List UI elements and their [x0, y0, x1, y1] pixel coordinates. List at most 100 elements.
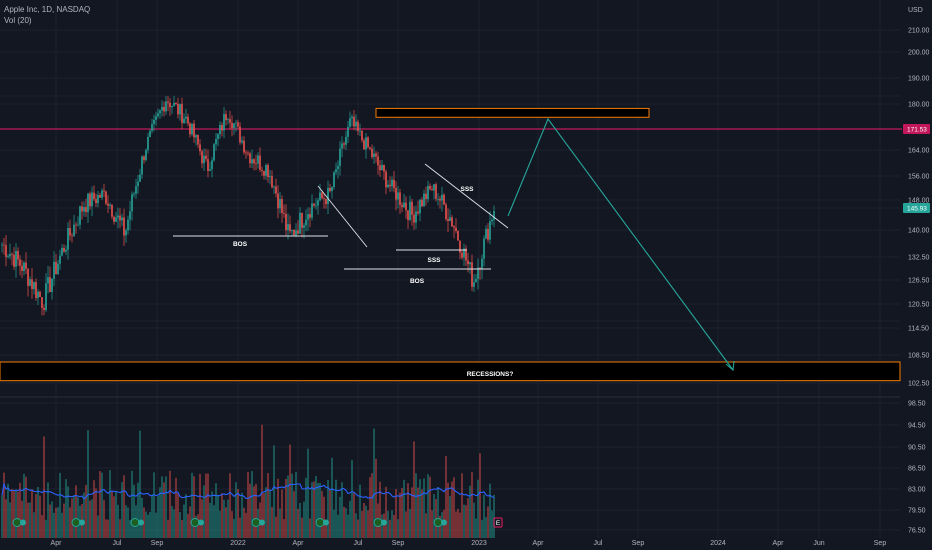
dividend-marker[interactable] [433, 518, 447, 527]
volume-bar [409, 508, 411, 538]
dividend-marker[interactable] [71, 518, 85, 527]
volume-bar [237, 489, 239, 538]
volume-bar [87, 430, 89, 538]
volume-bar [351, 460, 353, 538]
dividend-icon [315, 518, 325, 527]
candle-body [259, 155, 261, 170]
time-axis[interactable]: Apr Jul Sep 2022 Apr Jul Sep 2023 Apr Jul Sep 2024 A… [51, 540, 887, 547]
price-tick-label: 148.00 [908, 198, 930, 205]
candle-body [99, 195, 101, 198]
volume-bar [165, 476, 167, 538]
candle-body [317, 200, 319, 206]
volume-bar [177, 493, 179, 538]
candle-body [451, 217, 453, 227]
supply-zone [375, 107, 650, 118]
volume-bar [437, 486, 439, 538]
candle-body [331, 186, 333, 192]
earnings-marker[interactable]: E [493, 517, 503, 528]
dividend-marker[interactable] [251, 518, 265, 527]
candle-body [27, 268, 29, 286]
candle-body [53, 261, 55, 279]
volume-bar [259, 502, 261, 538]
volume-bar [63, 503, 65, 538]
candle-body [447, 219, 449, 221]
volume-bar [129, 519, 131, 538]
candle-body [361, 130, 363, 141]
price-tick-label: 140.00 [908, 228, 930, 235]
volume-bar [187, 513, 189, 538]
candle-body [193, 123, 195, 138]
price-tick-label: 114.50 [908, 326, 929, 333]
event-markers[interactable]: E [12, 517, 503, 528]
volume-bar [173, 509, 175, 538]
dividend-marker[interactable] [12, 518, 26, 527]
price-axis[interactable]: 210.00 200.00 190.00 180.00 171.53 164.00 156.… [903, 28, 930, 535]
projection-arrowhead [725, 360, 735, 372]
candle-body [173, 103, 175, 107]
volume-bar [317, 483, 319, 538]
volume-bar [197, 514, 199, 538]
candle-body [483, 238, 485, 259]
candle-body [169, 102, 171, 108]
volume-bar [225, 507, 227, 538]
volume-bar [59, 472, 61, 538]
volume-bar [485, 517, 487, 538]
candle-body [289, 224, 291, 232]
volume-bar [469, 485, 471, 538]
price-label-last: 145.93 [907, 206, 927, 213]
volume-bar [395, 489, 397, 538]
candle-body [285, 213, 287, 231]
volume-bar [331, 457, 333, 538]
volume-bar [345, 508, 347, 538]
volume-tick-label: 79.50 [908, 508, 926, 515]
candle-body [179, 104, 181, 115]
symbol-legend[interactable]: Apple Inc, 1D, NASDAQ [4, 5, 91, 14]
volume-bar [175, 477, 177, 538]
volume-bar [315, 475, 317, 538]
dividend-marker[interactable] [373, 518, 387, 527]
volume-bar [447, 482, 449, 538]
volume-bar [41, 515, 43, 538]
candle-body [11, 254, 13, 255]
candle-body [165, 101, 167, 112]
dividend-marker[interactable] [130, 518, 144, 527]
dividend-marker[interactable] [190, 518, 204, 527]
volume-bar [121, 482, 123, 538]
volume-bar [357, 519, 359, 538]
volume-bar [57, 507, 59, 538]
candle-body [43, 308, 45, 311]
candle-body [187, 116, 189, 124]
volume-bar [45, 519, 47, 538]
candle-body [131, 194, 133, 212]
volume-bar [127, 507, 129, 538]
candle-body [215, 138, 217, 145]
volume-bar [233, 518, 235, 538]
candle-body [355, 121, 357, 127]
candle-body [405, 202, 407, 211]
volume-legend[interactable]: Vol (20) [4, 16, 32, 25]
candle-body [367, 137, 369, 148]
candle-body [197, 135, 199, 145]
volume-bar [479, 453, 481, 538]
volume-bar [33, 512, 35, 538]
chart-legend: Apple Inc, 1D, NASDAQ Vol (20) [4, 4, 90, 26]
time-tick-label: Sep [874, 540, 887, 547]
volume-bar [385, 486, 387, 538]
candle-body [421, 199, 423, 207]
candle-body [29, 279, 31, 286]
candle-body [399, 192, 401, 205]
dividend-marker[interactable] [315, 518, 329, 527]
candle-body [15, 250, 17, 267]
volume-bar [143, 507, 145, 538]
candle-body [287, 224, 289, 231]
candle-body [321, 192, 323, 199]
candle-body [201, 151, 203, 164]
candle-body [397, 192, 399, 200]
candle-body [35, 282, 37, 298]
volume-bar [53, 512, 55, 538]
volume-bar [169, 470, 171, 538]
volume-bar [5, 499, 7, 538]
candle-body [245, 152, 247, 154]
candle-body [127, 219, 129, 231]
